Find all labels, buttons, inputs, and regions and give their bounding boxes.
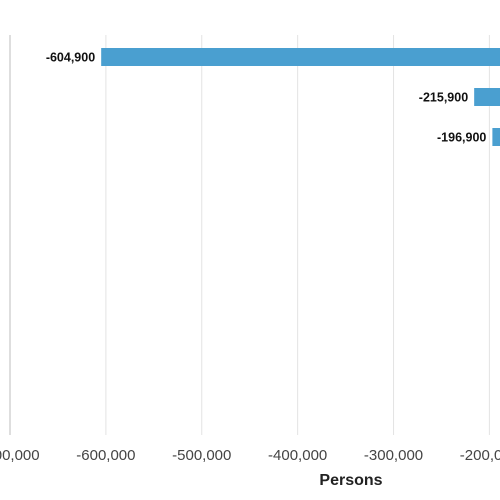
bar-value-label: -196,900 <box>437 131 486 145</box>
bar <box>492 128 500 146</box>
gridlines <box>9 35 490 435</box>
bar-value-label: -604,900 <box>46 51 95 65</box>
bar <box>474 88 500 106</box>
x-tick-label: -500,000 <box>172 447 231 464</box>
x-axis-ticks: -700,000 -600,000 -500,000 -400,000 -300,000… <box>0 447 500 464</box>
bars <box>101 48 500 146</box>
bar <box>101 48 500 66</box>
x-tick-label: -400,000 <box>268 447 327 464</box>
x-tick-label: -600,000 <box>76 447 135 464</box>
data-labels: -604,900 -215,900 -196,900 <box>46 51 487 145</box>
x-axis-title: Persons <box>319 472 382 489</box>
x-tick-label: -200,000 <box>460 447 500 464</box>
x-tick-label: -700,000 <box>0 447 40 464</box>
bar-value-label: -215,900 <box>419 91 468 105</box>
x-tick-label: -300,000 <box>364 447 423 464</box>
